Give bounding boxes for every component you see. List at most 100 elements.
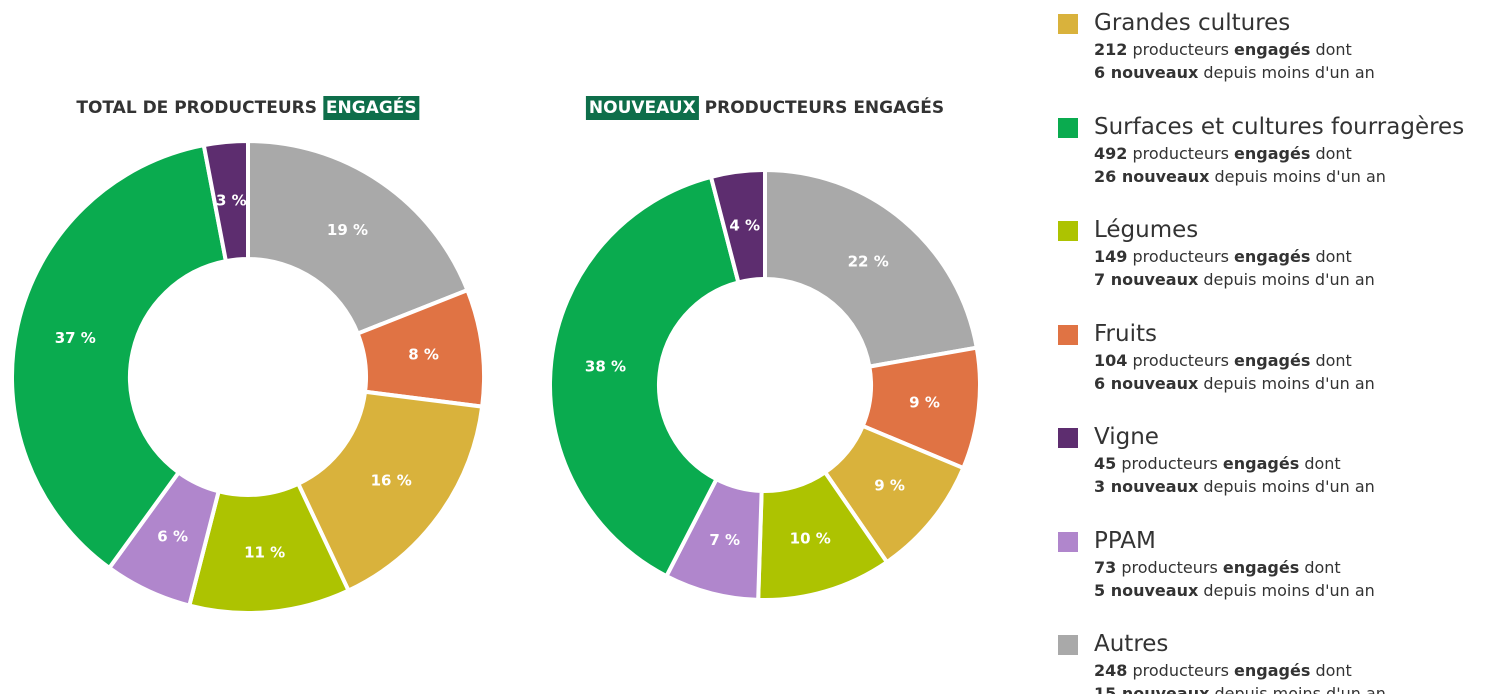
- text: engagés: [1234, 247, 1311, 266]
- text: nouveaux: [1110, 270, 1199, 289]
- text: producteurs: [1132, 247, 1229, 266]
- count-new: 3: [1094, 477, 1106, 496]
- text: depuis moins d'un an: [1203, 580, 1375, 600]
- count-new: 26: [1094, 166, 1117, 186]
- text: nouveaux: [1110, 580, 1199, 600]
- text: depuis moins d'un an: [1203, 477, 1375, 496]
- new-group: 6 nouveaux: [1094, 63, 1198, 82]
- slice-label: 8 %: [408, 345, 439, 363]
- legend-line: 7 nouveaux depuis moins d'un an: [1094, 270, 1375, 289]
- count-engaged: 248: [1094, 661, 1128, 680]
- slice-label: 16 %: [371, 472, 412, 490]
- text: depuis moins d'un an: [1203, 270, 1375, 289]
- text: nouveaux: [1110, 63, 1199, 82]
- text: engagés: [1234, 143, 1311, 163]
- legend-line: 3 nouveaux depuis moins d'un an: [1094, 477, 1375, 496]
- count-new: 7: [1094, 270, 1106, 289]
- title-part: ENGAGÉS: [322, 96, 420, 120]
- count-engaged: 492: [1094, 143, 1128, 163]
- text: engagés: [1234, 350, 1311, 370]
- slice-label: 19 %: [327, 221, 368, 239]
- text: producteurs: [1121, 454, 1218, 473]
- legend-name: Autres: [1094, 631, 1169, 657]
- legend-name: Vigne: [1094, 424, 1159, 450]
- legend-name: Surfaces et cultures fourragères: [1094, 113, 1465, 140]
- text: depuis moins d'un an: [1214, 166, 1386, 186]
- slice: [295, 389, 485, 594]
- slice: [763, 167, 980, 369]
- chart-title: TOTAL DE PRODUCTEURS ENGAGÉS: [76, 96, 420, 120]
- text: depuis moins d'un an: [1203, 373, 1375, 393]
- text: dont: [1315, 247, 1352, 266]
- title-part: PRODUCTEURS ENGAGÉS: [704, 98, 945, 118]
- text: dont: [1315, 661, 1352, 680]
- count-engaged: 73: [1094, 557, 1117, 577]
- slice-label: 4 %: [729, 216, 760, 234]
- legend-line: 104 producteurs engagés dont: [1094, 351, 1352, 370]
- count-new: 15: [1094, 684, 1117, 694]
- legend-line: 26 nouveaux depuis moins d'un an: [1094, 167, 1386, 186]
- title-part: TOTAL DE PRODUCTEURS: [76, 98, 317, 118]
- slice-label: 37 %: [55, 329, 96, 347]
- legend-swatch: [1058, 117, 1078, 138]
- text: producteurs: [1132, 143, 1229, 163]
- slice-label: 38 %: [585, 358, 626, 376]
- text: engagés: [1234, 40, 1311, 59]
- legend-line: 15 nouveaux depuis moins d'un an: [1094, 684, 1386, 694]
- text: engagés: [1222, 557, 1300, 577]
- slice-label: 22 %: [848, 253, 889, 271]
- text: engagés: [1222, 454, 1300, 473]
- slice: [201, 138, 250, 264]
- count-new: 6: [1094, 373, 1106, 393]
- text: depuis moins d'un an: [1214, 684, 1386, 694]
- legend-line: 6 nouveaux depuis moins d'un an: [1094, 374, 1375, 393]
- text: engagés: [1234, 661, 1311, 680]
- legend-line: 248 producteurs engagés dont: [1094, 661, 1352, 680]
- new-group: 7 nouveaux: [1094, 270, 1198, 289]
- legend-line: 73 producteurs engagés dont: [1094, 558, 1341, 577]
- slice-label: 11 %: [244, 544, 285, 562]
- count-new: 6: [1094, 63, 1106, 82]
- new-group: 26 nouveaux: [1094, 167, 1209, 186]
- chart-title: NOUVEAUX PRODUCTEURS ENGAGÉS: [585, 96, 945, 120]
- text: producteurs: [1121, 557, 1218, 577]
- slice-label: 6 %: [157, 528, 188, 546]
- text: nouveaux: [1121, 166, 1210, 186]
- legend-swatch: [1058, 14, 1078, 34]
- text: nouveaux: [1110, 477, 1199, 496]
- slice-label: 9 %: [909, 393, 940, 411]
- text: dont: [1304, 557, 1341, 577]
- text: producteurs: [1132, 40, 1229, 59]
- legend-name: Légumes: [1094, 217, 1199, 243]
- text: producteurs: [1132, 661, 1229, 680]
- text: depuis moins d'un an: [1203, 63, 1375, 82]
- legend-swatch: [1058, 221, 1078, 241]
- legend-name: Grandes cultures: [1094, 10, 1291, 36]
- legend-line: 492 producteurs engagés dont: [1094, 144, 1352, 163]
- slice-label: 3 %: [216, 191, 247, 209]
- text: dont: [1315, 143, 1352, 163]
- slice: [548, 174, 741, 579]
- text: dont: [1315, 40, 1352, 59]
- new-group: 15 nouveaux: [1094, 684, 1209, 694]
- slice: [708, 167, 767, 285]
- text: dont: [1304, 454, 1341, 473]
- slice: [10, 142, 229, 571]
- slice: [246, 138, 471, 337]
- count-engaged: 212: [1094, 40, 1128, 59]
- slice-label: 9 %: [874, 477, 905, 495]
- legend-swatch: [1058, 428, 1078, 448]
- legend-line: 6 nouveaux depuis moins d'un an: [1094, 63, 1375, 82]
- legend-line: 5 nouveaux depuis moins d'un an: [1094, 581, 1375, 600]
- new-group: 6 nouveaux: [1094, 374, 1198, 393]
- text: nouveaux: [1121, 684, 1210, 694]
- legend-name: PPAM: [1094, 527, 1156, 554]
- new-group: 5 nouveaux: [1094, 581, 1198, 600]
- legend-line: 149 producteurs engagés dont: [1094, 247, 1352, 266]
- slice-label: 10 %: [790, 529, 831, 547]
- legend-name: Fruits: [1094, 320, 1157, 347]
- count-engaged: 45: [1094, 454, 1117, 473]
- title-part: NOUVEAUX: [585, 96, 699, 120]
- legend-swatch: [1058, 635, 1078, 655]
